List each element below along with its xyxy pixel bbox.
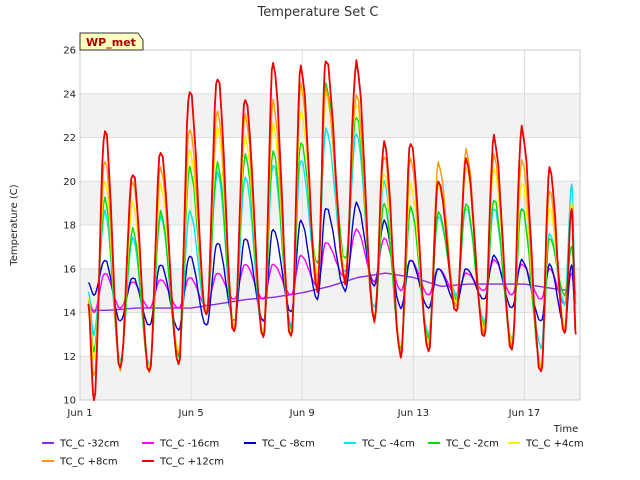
legend-label: TC_C +4cm [525,439,584,450]
y-tick-label: 20 [63,177,76,188]
legend-label: TC_C -4cm [361,439,415,450]
y-tick-label: 26 [63,46,76,57]
x-tick-label: Jun 5 [178,408,204,419]
y-tick-label: 10 [63,396,76,407]
plot-band [80,268,580,313]
series-line-tc-c-12cm [87,59,577,402]
x-tick-label: Jun 9 [289,408,315,419]
x-tick-label: Jun 1 [66,408,92,419]
x-axis-label: Time [553,424,578,435]
series-layer [87,59,577,402]
series-line-tc-c-8cm [87,201,577,331]
y-axis-label: Temperature (C) [9,184,20,266]
site-badge: WP_met [79,32,144,51]
series-line-tc-c-16cm [87,228,577,314]
y-tick-label: 18 [63,221,76,232]
legend: TC_C -32cm TC_C -16cm TC_C -8cm TC_C -4cm TC… [42,439,584,468]
legend-label: TC_C -16cm [159,439,219,450]
legend-label: TC_C -2cm [445,439,499,450]
legend-label: TC_C -8cm [261,439,315,450]
axis-ticks: 10 12 14 16 18 20 22 24 26 Jun 1 Jun 5 Jun 9 Jun 13 J… [63,46,540,420]
y-tick-label: 14 [63,308,76,319]
y-tick-label: 22 [63,133,76,144]
legend-label: TC_C +8cm [59,457,118,468]
y-tick-label: 24 [63,89,76,100]
chart-title: Temperature Set C [256,5,378,20]
x-tick-label: Jun 13 [397,408,430,419]
site-badge-label: WP_met [86,36,136,49]
plot-frame [79,49,581,401]
plot-band [80,356,580,400]
plot-band [80,312,580,357]
series-line-tc-c-32cm [88,272,569,311]
y-tick-label: 12 [63,352,76,363]
y-tick-label: 16 [63,264,76,275]
legend-label: TC_C +12cm [159,457,224,468]
legend-label: TC_C -32cm [59,439,119,450]
x-tick-label: Jun 17 [508,408,541,419]
